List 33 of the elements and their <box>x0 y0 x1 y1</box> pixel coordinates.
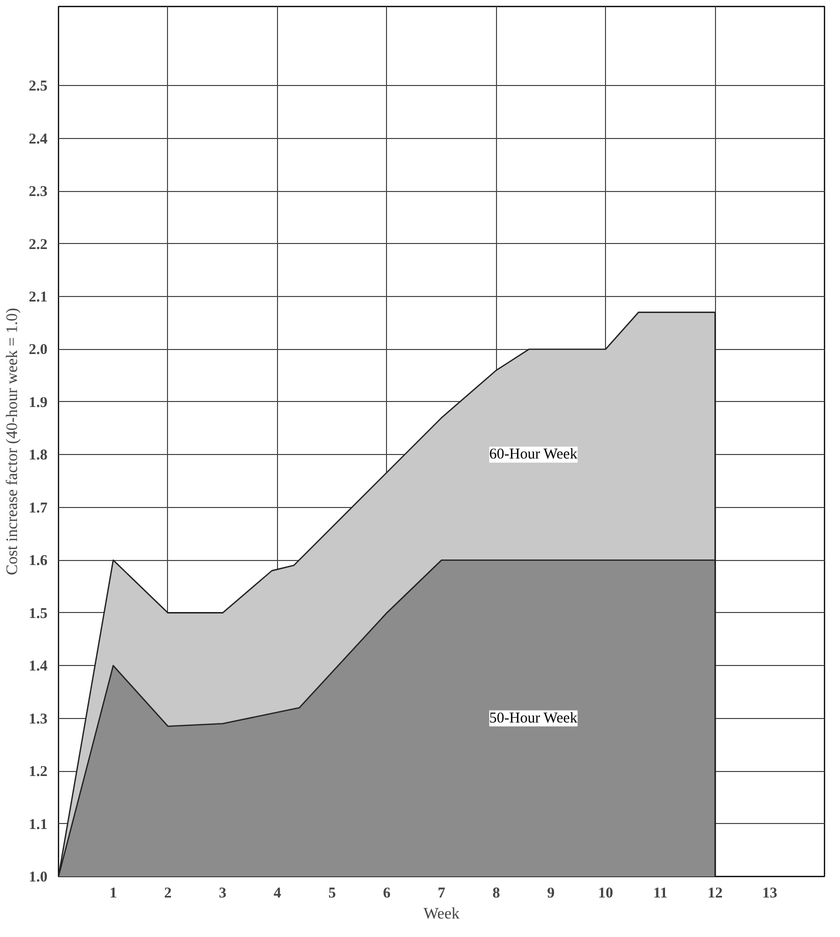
x-axis-title: Week <box>423 906 460 922</box>
x-tick-label: 7 <box>438 886 446 902</box>
x-tick-label: 4 <box>274 886 282 902</box>
y-axis-title: Cost increase factor (40-hour week = 1.0) <box>4 308 21 576</box>
x-tick-label: 11 <box>653 886 668 902</box>
x-tick-label: 6 <box>383 886 392 902</box>
series-label: 60-Hour Week <box>489 446 578 463</box>
x-tick-label: 12 <box>708 886 723 902</box>
y-tick-label: 1.7 <box>28 500 48 516</box>
x-tick-label: 9 <box>547 886 555 902</box>
y-tick-label: 2.4 <box>28 131 48 148</box>
y-tick-label: 2.0 <box>28 342 48 358</box>
y-tick-label: 2.2 <box>28 236 48 253</box>
y-tick-label: 2.5 <box>28 78 48 95</box>
y-tick-label: 1.3 <box>28 711 48 728</box>
series-label: 50-Hour Week <box>489 710 578 726</box>
x-tick-label: 2 <box>164 886 172 902</box>
y-tick-label: 2.3 <box>28 184 48 200</box>
y-tick-label: 1.9 <box>28 394 48 411</box>
y-tick-label: 1.4 <box>28 658 48 675</box>
y-tick-label: 1.5 <box>28 606 48 622</box>
y-tick-label: 1.2 <box>28 764 48 780</box>
x-tick-label: 13 <box>762 886 778 902</box>
x-tick-label: 1 <box>109 886 117 902</box>
y-tick-label: 1.8 <box>28 448 48 464</box>
x-tick-label: 5 <box>328 886 336 902</box>
y-tick-label: 1.0 <box>28 870 48 886</box>
x-tick-label: 8 <box>492 886 500 902</box>
y-tick-label: 2.1 <box>28 290 48 306</box>
x-tick-label: 3 <box>218 886 226 902</box>
y-tick-label: 1.6 <box>28 553 48 570</box>
y-tick-label: 1.1 <box>28 816 48 833</box>
x-tick-label: 10 <box>598 886 614 902</box>
